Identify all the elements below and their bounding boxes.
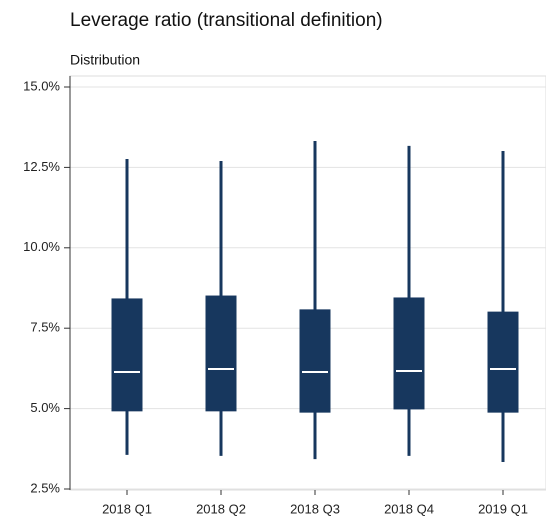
y-tick-label: 10.0%	[23, 239, 60, 254]
x-tick-label: 2018 Q3	[290, 501, 340, 516]
x-tick-label: 2019 Q1	[478, 501, 528, 516]
box	[205, 295, 237, 412]
x-tick-label: 2018 Q1	[102, 501, 152, 516]
y-tick-label: 2.5%	[30, 480, 60, 495]
box	[393, 297, 425, 410]
box	[299, 309, 331, 413]
y-tick-label: 7.5%	[30, 320, 60, 335]
chart-title: Leverage ratio (transitional definition)	[70, 10, 383, 31]
x-tick-label: 2018 Q2	[196, 501, 246, 516]
box	[487, 311, 519, 413]
box	[111, 298, 143, 412]
x-tick-label: 2018 Q4	[384, 501, 434, 516]
plot-frame	[69, 75, 546, 491]
chart-subtitle: Distribution	[70, 52, 140, 68]
y-tick-label: 12.5%	[23, 159, 60, 174]
y-tick-label: 15.0%	[23, 78, 60, 93]
y-tick-label: 5.0%	[30, 400, 60, 415]
